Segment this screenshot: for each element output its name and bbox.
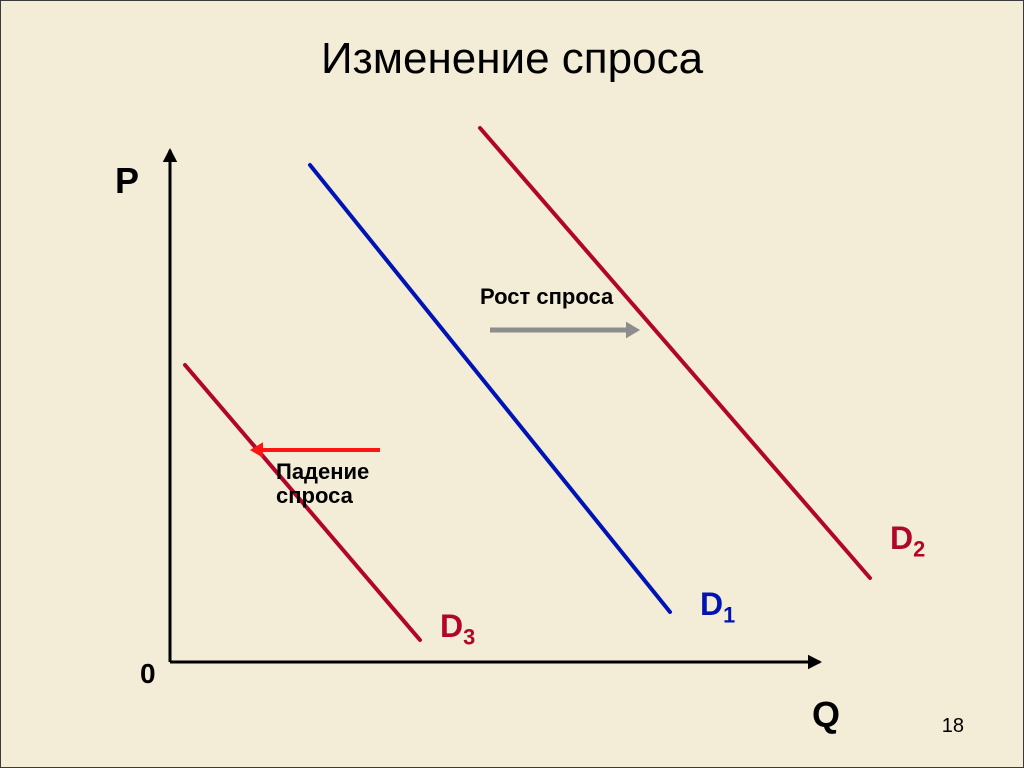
curve-label-d1: D1 [700, 586, 735, 628]
axis-origin-zero: 0 [140, 658, 156, 690]
curve-label-d3: D3 [440, 608, 475, 650]
axis-label-q: Q [812, 694, 840, 736]
page-number: 18 [942, 715, 964, 738]
demand-chart [0, 0, 1024, 768]
axis-label-p: P [115, 160, 139, 202]
curve-label-d2: D2 [890, 520, 925, 562]
annotation-growth: Рост спроса [480, 285, 613, 309]
annotation-fall: Падение спроса [276, 460, 369, 508]
slide: Изменение спроса P Q 0 Рост спроса Паден… [0, 0, 1024, 768]
